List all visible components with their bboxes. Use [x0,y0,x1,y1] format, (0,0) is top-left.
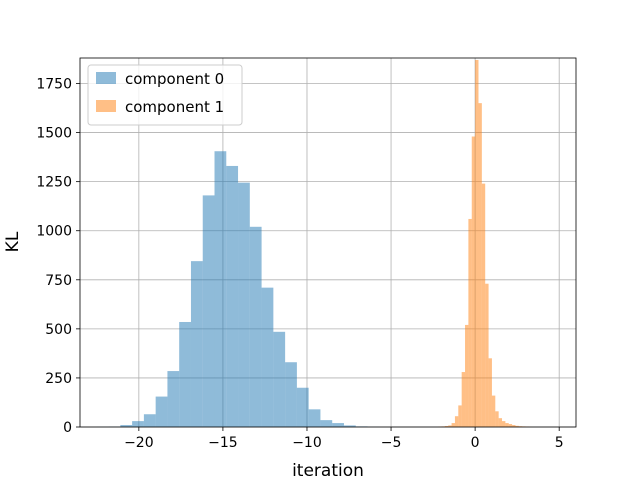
histogram-bar-component-0 [320,420,333,427]
histogram-bar-component-0 [285,362,297,427]
y-axis-label: KL [3,231,23,252]
histogram-bar-component-1 [495,411,499,427]
histogram-bar-component-0 [143,414,156,427]
histogram-bar-component-0 [308,409,321,427]
histogram-bar-component-1 [468,218,472,427]
histogram-bar-component-1 [471,136,476,428]
legend-label-component-1: component 1 [125,98,224,116]
histogram-bar-component-1 [498,418,503,427]
histogram-bar-component-1 [485,283,489,427]
grid [80,58,576,428]
legend-swatch-component-1 [96,100,116,112]
histogram-bar-component-1 [478,103,482,427]
x-tick-label: 0 [471,435,480,451]
legend-box [87,64,243,126]
y-tick-label: 0 [63,420,72,436]
histogram-bar-component-0 [120,425,133,427]
y-tick-label: 500 [45,322,72,338]
histogram-bar-component-1 [444,426,449,427]
histogram-bar-component-0 [190,261,203,427]
histogram-bar-component-1 [465,324,469,427]
axis-ticks: −20 −15 −10 −5 0 5 0 250 500 750 1000 1250 1500 1750 [36,77,563,451]
histogram-bar-component-0 [202,195,215,427]
histogram-bar-component-1 [488,358,492,427]
histogram-bar-component-0 [226,165,239,427]
x-tick-label: −10 [292,435,322,451]
histogram-bar-component-1 [458,405,462,427]
histogram-bars [96,59,533,428]
histogram-bar-component-1 [491,395,496,427]
histogram-bar-component-1 [451,423,455,427]
x-tick-label: −15 [208,435,238,451]
histogram-bar-component-1 [481,183,486,427]
y-tick-label: 1250 [36,175,72,191]
histogram-bar-component-0 [332,423,344,427]
histogram-bar-component-1 [502,421,506,427]
plot-frame [79,57,577,428]
y-tick-label: 1000 [36,224,72,240]
legend-label-component-0: component 0 [125,70,224,88]
histogram-bar-component-0 [249,226,262,427]
legend: component 0 component 1 [87,64,243,126]
y-tick-label: 1500 [36,126,72,142]
histogram-bar-component-0 [273,331,286,427]
histogram-bar-component-1 [515,425,519,427]
y-tick-label: 750 [45,273,72,289]
histogram-bar-component-1 [448,425,452,427]
histogram-bar-component-0 [238,182,250,427]
histogram-bar-component-1 [505,423,509,427]
histogram-bar-component-1 [461,372,466,427]
histogram-bar-component-1 [512,425,516,427]
histogram-bar-component-0 [343,425,356,427]
histogram-bar-component-1 [475,59,479,427]
histogram-bar-component-0 [167,371,180,427]
histogram-bar-component-0 [155,396,168,427]
histogram-bar-component-0 [296,387,309,427]
x-tick-label: −20 [124,435,154,451]
histogram-bar-component-1 [508,424,513,427]
histogram-bar-component-0 [179,321,191,427]
y-tick-label: 1750 [36,77,72,93]
y-tick-label: 250 [45,371,72,387]
x-tick-label: 5 [555,435,564,451]
histogram-bar-component-0 [132,421,144,427]
x-axis-label: iteration [292,461,364,480]
x-tick-label: −5 [381,435,402,451]
histogram-bar-component-0 [261,287,274,427]
histogram-bar-component-0 [214,151,227,427]
legend-swatch-component-0 [96,72,116,84]
histogram-bar-component-1 [454,416,459,427]
